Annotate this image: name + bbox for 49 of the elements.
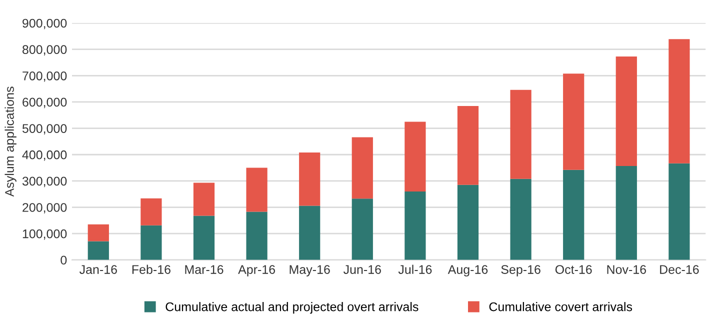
x-tick-label: Mar-16 (185, 265, 224, 274)
x-tick-label: Apr-16 (238, 265, 276, 276)
bar (299, 152, 320, 206)
y-tick-label: 200,000 (22, 203, 67, 214)
bar (352, 198, 373, 260)
x-tick-label: May-16 (290, 265, 330, 276)
x-tick-label: Oct-16 (555, 265, 592, 274)
bar (404, 122, 426, 192)
y-tick-label: 0 (60, 256, 67, 265)
bar (668, 39, 690, 164)
bar (563, 74, 584, 170)
bar (88, 224, 109, 242)
bar (404, 191, 426, 260)
x-tick-label: Sep-16 (501, 265, 540, 276)
y-tick-label: 700,000 (22, 71, 67, 82)
x-tick-label: Jun-16 (343, 265, 381, 274)
bar (299, 206, 320, 260)
y-tick-label: 900,000 (22, 18, 67, 30)
legend-label: Cumulative actual and projected overt arrivals (166, 302, 418, 314)
bar (457, 106, 479, 185)
bar (140, 198, 162, 226)
x-tick-label: Feb-16 (132, 264, 170, 274)
bar (563, 170, 584, 260)
x-tick-label: Aug-16 (448, 265, 488, 276)
bar (510, 90, 532, 179)
bar (510, 178, 532, 260)
bar (616, 56, 637, 166)
bar (352, 137, 373, 199)
bar (246, 212, 268, 260)
bar (457, 184, 479, 260)
x-tick-label: Jul-16 (398, 264, 432, 274)
bar (668, 163, 690, 260)
bar (616, 166, 637, 260)
x-tick-label: Nov-16 (607, 265, 646, 274)
bar (193, 216, 215, 260)
y-tick-label: 100,000 (22, 229, 67, 240)
y-tick-label: 800,000 (22, 45, 67, 56)
y-axis-title: Asylum applications (4, 86, 16, 197)
legend-label: Cumulative covert arrivals (489, 302, 632, 312)
y-tick-label: 600,000 (22, 98, 67, 108)
y-tick-label: 400,000 (22, 150, 67, 161)
bar (246, 168, 268, 212)
x-tick-label: Jan-16 (79, 265, 117, 274)
y-tick-label: 300,000 (22, 176, 67, 188)
bar (193, 182, 215, 216)
bar (140, 225, 162, 260)
x-tick-label: Dec-16 (660, 265, 699, 274)
bar (88, 241, 109, 260)
y-tick-label: 500,000 (22, 124, 67, 134)
